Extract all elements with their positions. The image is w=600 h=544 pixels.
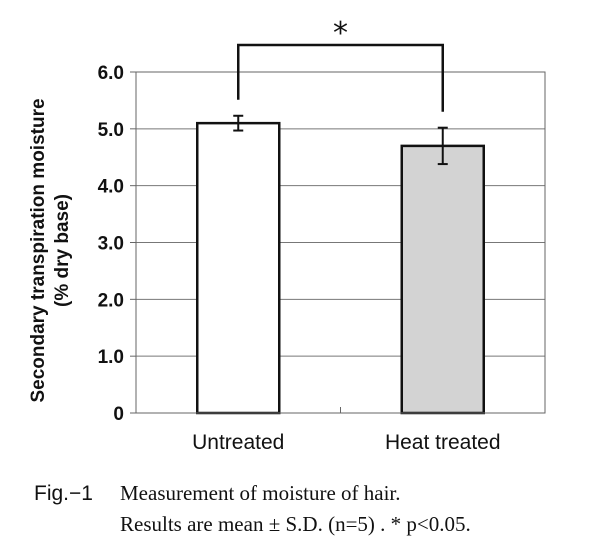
y-tick-label: 6.0 <box>98 63 124 84</box>
y-tick-label: 2.0 <box>98 290 124 311</box>
error-bars <box>233 114 448 166</box>
figure-caption: Fig.−1 Measurement of moisture of hair. R… <box>34 478 471 540</box>
significance-star: * <box>333 16 348 51</box>
bar <box>400 144 485 415</box>
y-axis-label-line: (% dry base) <box>52 194 73 307</box>
y-axis-label-line: Secondary transpiration moisture <box>28 98 49 402</box>
y-tick-label: 1.0 <box>98 347 124 368</box>
caption-line-2: Results are mean ± S.D. (n=5) . * p<0.05… <box>120 512 471 536</box>
y-tick-label: 4.0 <box>98 177 124 198</box>
y-axis-label: Secondary transpiration moisture (% dry b… <box>28 98 73 402</box>
y-tick-label: 0 <box>113 404 124 425</box>
y-tick-label: 5.0 <box>98 120 124 141</box>
category-label: Untreated <box>192 431 284 454</box>
bar-chart: 0 1.0 2.0 3.0 4.0 5.0 6.0 Untreated Heat treate… <box>28 16 546 454</box>
significance-bracket-line <box>237 43 444 112</box>
category-label: Heat treated <box>385 431 501 454</box>
y-tick-labels: 0 1.0 2.0 3.0 4.0 5.0 6.0 <box>98 63 136 425</box>
category-labels: Untreated Heat treated <box>192 431 500 454</box>
bars <box>196 121 485 415</box>
y-tick-label: 3.0 <box>98 234 124 255</box>
caption-line-1: Measurement of moisture of hair. <box>120 481 401 505</box>
significance-bracket: * <box>237 16 444 112</box>
bar <box>196 121 281 415</box>
figure-label: Fig.−1 <box>34 482 93 505</box>
